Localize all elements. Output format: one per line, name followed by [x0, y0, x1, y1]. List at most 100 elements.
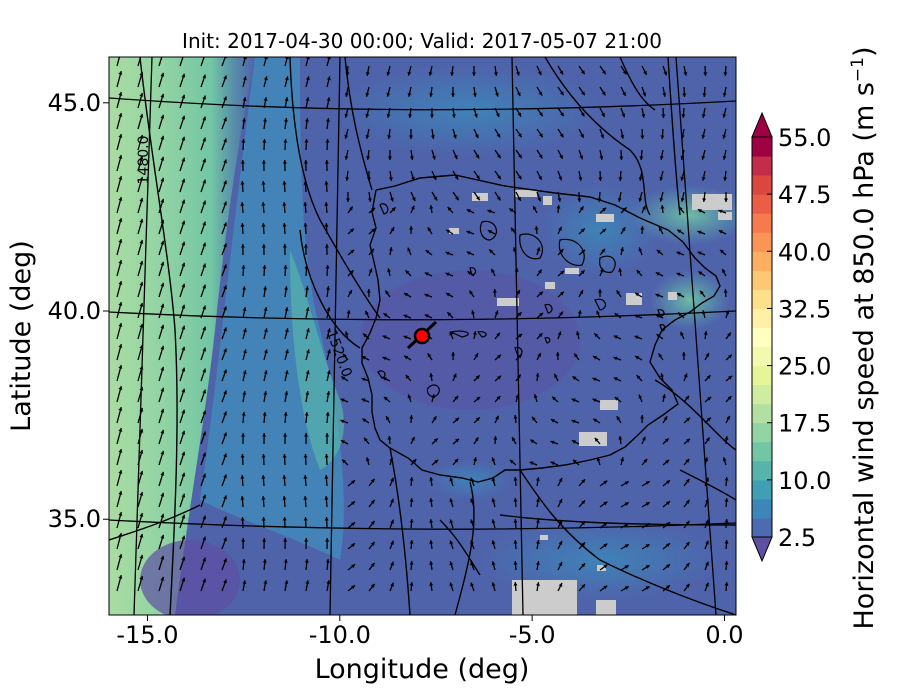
wind-vector-head — [434, 459, 439, 464]
wind-vector-head — [676, 251, 681, 256]
wind-vector-head — [724, 198, 728, 202]
wind-vector-head — [324, 181, 329, 185]
wind-vector-head — [705, 437, 710, 442]
wind-vector-head — [596, 310, 600, 315]
wind-vector-head — [181, 388, 186, 393]
wind-vector-head — [532, 416, 536, 421]
wind-vector-head — [284, 328, 289, 333]
wind-vector-head — [160, 471, 165, 476]
wind-vector-head — [470, 519, 474, 524]
colorbar-segment — [752, 498, 772, 519]
wind-vector-head — [472, 72, 476, 76]
wind-vector-head — [603, 564, 608, 569]
wind-band-ebro — [540, 185, 660, 275]
wind-vector-head — [284, 370, 289, 375]
wind-vector-head — [517, 354, 522, 359]
wind-vector-head — [722, 113, 727, 118]
wind-vector-head — [722, 268, 726, 273]
wind-vector-head — [264, 349, 268, 354]
wind-vector-head — [326, 328, 331, 333]
wind-vector-head — [181, 367, 186, 372]
wind-vector-head — [701, 310, 706, 315]
wind-vector-head — [703, 72, 708, 76]
wind-vector-head — [202, 221, 207, 226]
wind-vector-head — [409, 498, 414, 502]
wind-vector-head — [223, 96, 227, 101]
wind-vector-head — [427, 353, 432, 358]
wind-vector-head — [701, 114, 706, 118]
wind-vector-head — [223, 411, 227, 416]
wind-vector-head — [645, 523, 650, 527]
wind-vector-head — [118, 554, 123, 558]
wind-vector-head — [449, 540, 454, 545]
wind-vector-head — [261, 181, 266, 185]
wind-vector-head — [202, 200, 207, 205]
wind-vector-head — [635, 356, 640, 360]
wind-vector-head — [386, 416, 390, 421]
wind-vector-head — [263, 97, 268, 102]
wind-vector-head — [388, 247, 393, 251]
wind-vector-head — [496, 196, 501, 201]
wind-vector-head — [581, 500, 585, 505]
wind-vector-head — [428, 71, 433, 76]
wind-vector-head — [367, 177, 371, 181]
wind-vector-head — [487, 209, 492, 214]
wind-vector-head — [303, 160, 308, 164]
wind-vector-head — [409, 135, 413, 139]
wind-vector-head — [223, 453, 227, 458]
colorbar-segment — [752, 422, 772, 443]
wind-vector-head — [118, 470, 123, 474]
wind-vector-head — [559, 249, 564, 253]
wind-vector-head — [491, 561, 496, 566]
wind-vector-head — [304, 139, 309, 143]
wind-vector-head — [598, 289, 602, 293]
wind-vector-head — [685, 395, 689, 400]
wind-vector-head — [726, 415, 730, 420]
wind-vector-head — [511, 227, 515, 232]
wind-vector-head — [666, 564, 670, 569]
wind-vector-head — [576, 331, 580, 336]
wind-vector-head — [388, 177, 393, 181]
colorbar-tick-label: 32.5 — [778, 295, 831, 323]
wind-vector-head — [580, 270, 585, 275]
wind-vector-head — [472, 93, 477, 97]
wind-vector-head — [517, 112, 522, 117]
wind-vector-head — [620, 457, 625, 462]
wind-vector-head — [640, 415, 645, 419]
wind-vector-head — [118, 197, 123, 201]
wind-vector-head — [351, 564, 355, 569]
colorbar-segment — [752, 156, 772, 176]
wind-vector-head — [139, 491, 144, 496]
wind-vector-head — [536, 582, 540, 586]
colorbar-segment — [752, 194, 772, 214]
wind-vector-head — [365, 113, 370, 118]
wind-vector-head — [160, 492, 165, 497]
colorbar-segment — [752, 384, 772, 405]
wind-vector-head — [455, 438, 459, 443]
wind-vector-head — [223, 222, 227, 227]
wind-vector-head — [469, 290, 473, 295]
wind-vector-head — [202, 74, 207, 79]
terrain-mask — [449, 190, 732, 615]
wind-vector-head — [538, 91, 543, 96]
wind-vector-head — [304, 538, 309, 542]
wind-vector-head — [139, 512, 144, 517]
wind-vector-head — [533, 394, 538, 399]
wind-vector-head — [603, 543, 608, 548]
wind-vector-head — [496, 332, 500, 337]
wind-vector-head — [263, 580, 268, 584]
wind-vector-head — [723, 289, 728, 293]
wind-vector-head — [139, 239, 144, 244]
wind-vector-head — [263, 76, 268, 81]
wind-vector-head — [240, 223, 245, 227]
wind-vector-head — [466, 251, 471, 255]
wind-vector-head — [514, 268, 519, 272]
wind-vectors — [116, 57, 733, 592]
wind-vector-head — [160, 534, 165, 539]
wind-vector-head — [181, 199, 186, 204]
wind-vector-head — [560, 112, 564, 117]
wind-vector-head — [306, 349, 310, 354]
wind-vector-head — [139, 470, 144, 475]
wind-vector-head — [285, 349, 289, 354]
wind-vector-head — [282, 223, 287, 227]
